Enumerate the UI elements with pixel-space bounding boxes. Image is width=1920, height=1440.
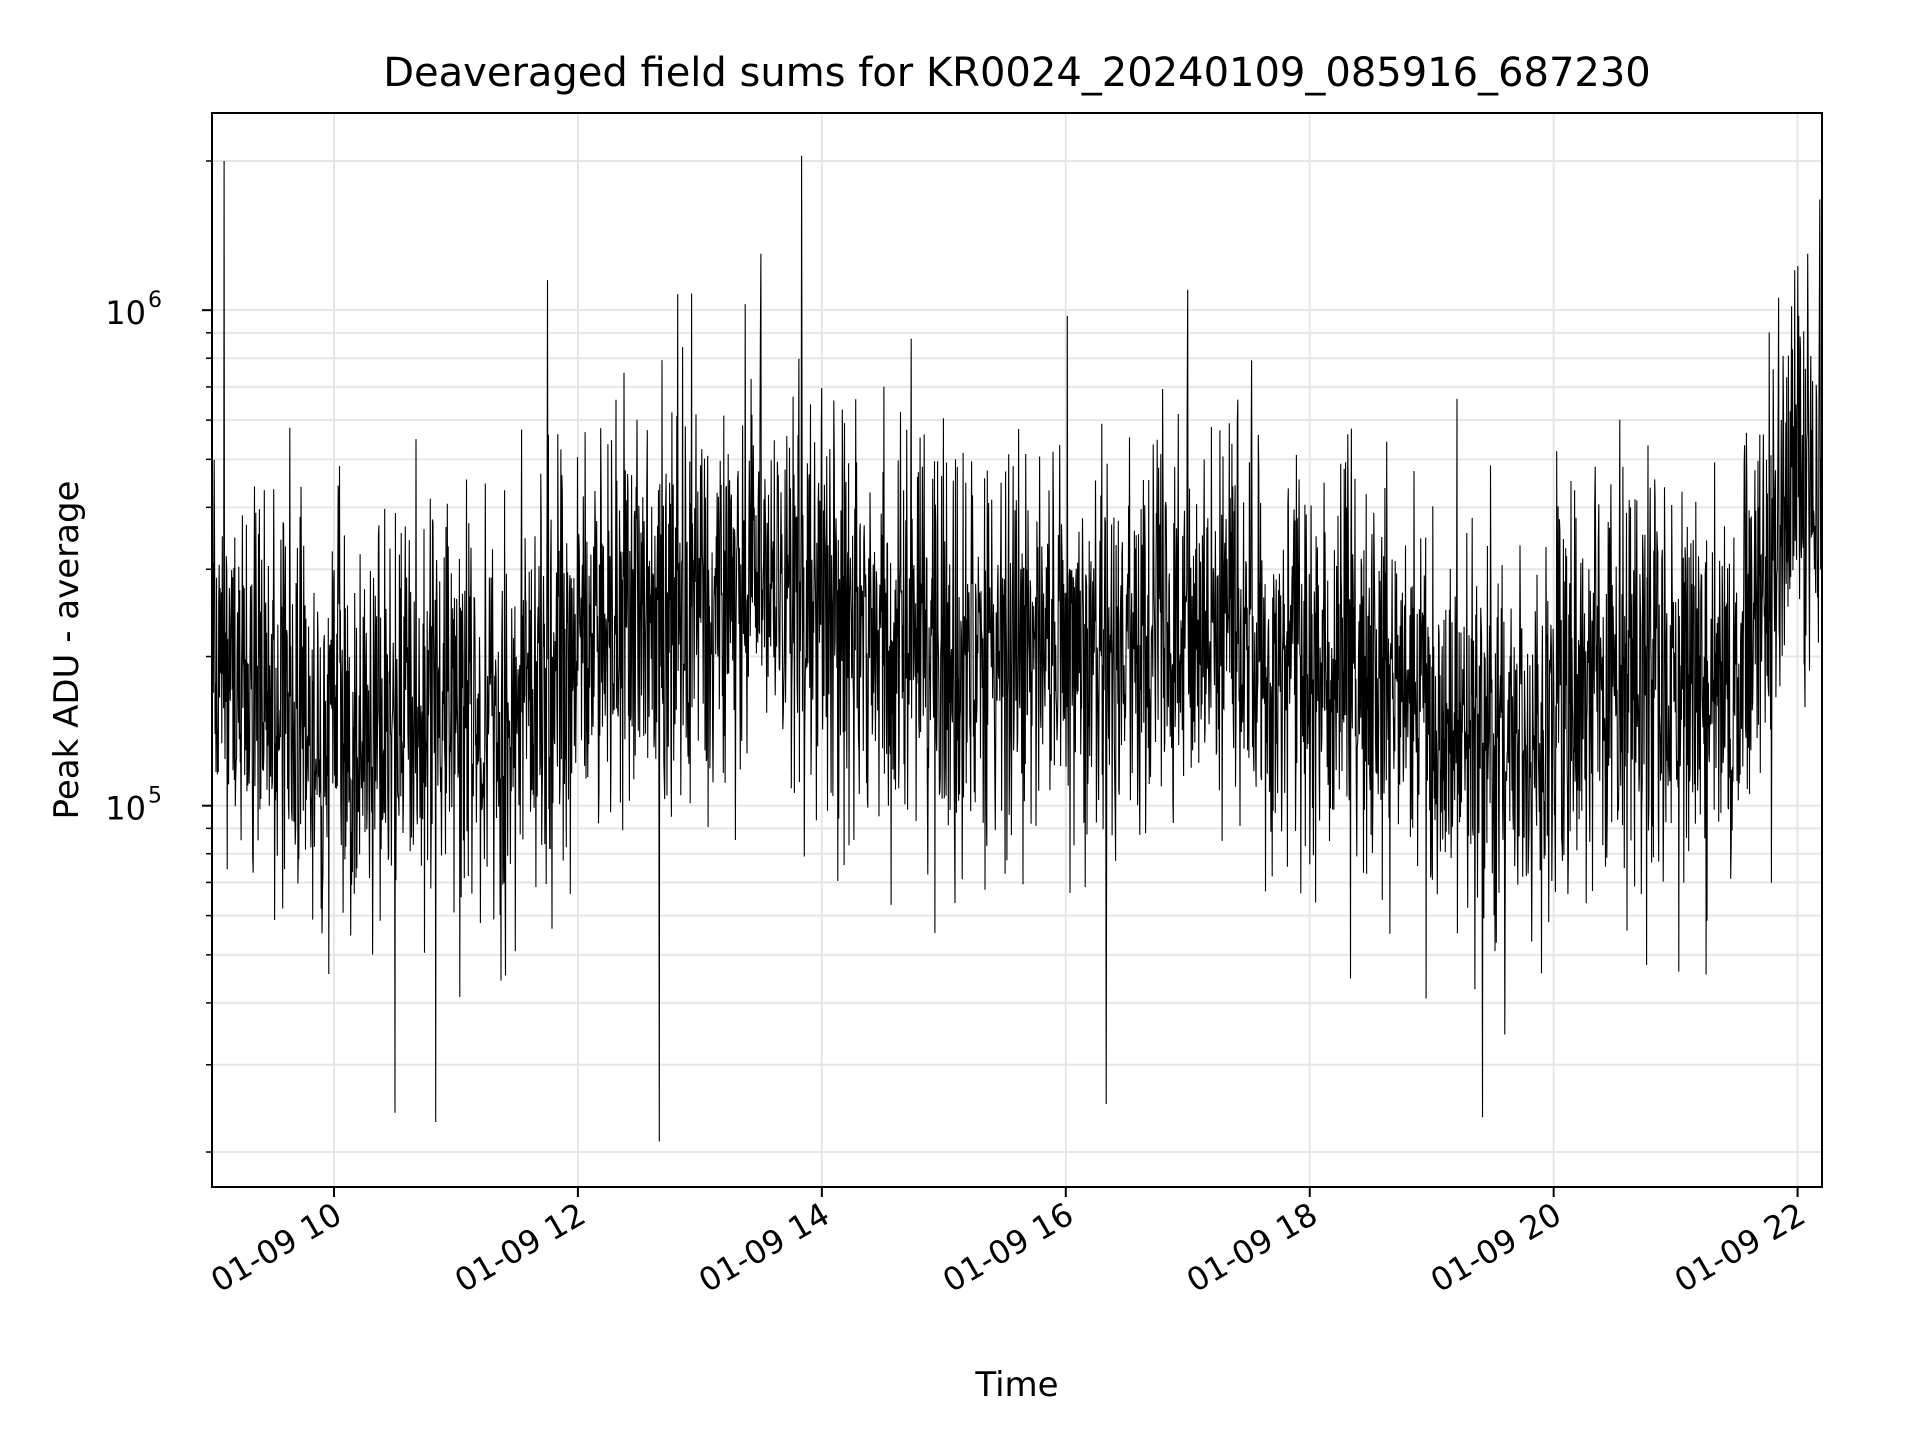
x-tick-label: 01-09 16	[936, 1195, 1080, 1300]
y-tick-label-base: 10	[105, 790, 146, 828]
data-layer	[211, 155, 1823, 1142]
x-tick-label: 01-09 18	[1180, 1195, 1324, 1300]
y-tick-label-base: 10	[105, 294, 146, 332]
y-axis-label: Peak ADU - average	[47, 481, 87, 820]
x-tick-label: 01-09 12	[448, 1195, 592, 1300]
x-tick-label: 01-09 10	[204, 1195, 348, 1300]
y-tick-label-exponent: 5	[148, 784, 162, 809]
x-tick-label: 01-09 22	[1668, 1195, 1812, 1300]
x-axis-label: Time	[974, 1365, 1058, 1405]
plot-frame	[211, 112, 1823, 1188]
x-tick-label: 01-09 20	[1424, 1195, 1568, 1300]
data-series-line	[211, 155, 1823, 1142]
x-tick-label: 01-09 14	[692, 1195, 836, 1300]
y-tick-label-exponent: 6	[148, 288, 162, 313]
chart-title: Deaveraged field sums for KR0024_2024010…	[383, 50, 1651, 96]
